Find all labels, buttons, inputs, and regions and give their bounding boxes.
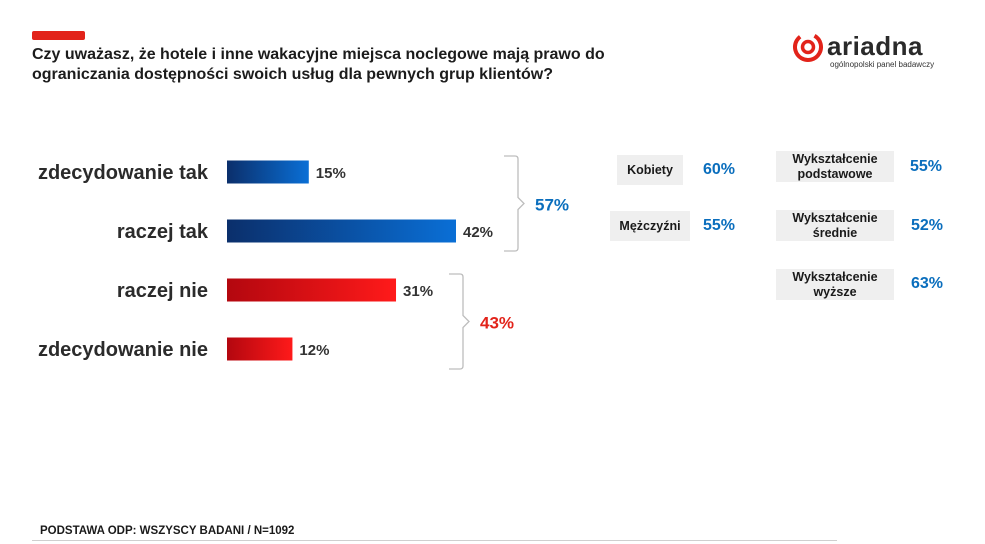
demo-box-kobiety: Kobiety: [617, 155, 683, 185]
chart-title: Czy uważasz, że hotele i inne wakacyjne …: [32, 46, 605, 83]
category-label: raczej tak: [117, 221, 209, 243]
bar: [227, 278, 397, 302]
value-label: 12%: [299, 342, 329, 359]
value-label: 15%: [316, 165, 346, 182]
category-label: zdecydowanie nie: [38, 339, 208, 361]
bar: [227, 337, 293, 361]
category-label: raczej nie: [117, 280, 208, 302]
group-sum-label: 43%: [480, 314, 514, 333]
demo-value-podstawowe: 55%: [910, 158, 943, 175]
group-bracket: [449, 273, 470, 370]
demo-label-srednie: Wykształcenie średnie: [792, 210, 878, 240]
demo-box-wyzsze: Wykształcenie wyższe: [776, 269, 894, 300]
ariadna-logo: ariadna ogólnopolski panel badawczy: [792, 29, 952, 75]
demo-label-kobiety: Kobiety: [627, 162, 673, 177]
demo-box-mezczyzni: Mężczyźni: [610, 211, 690, 241]
logo-mark-icon: [793, 32, 823, 62]
demo-label-wyzsze: Wykształcenie wyższe: [792, 269, 878, 299]
group-sum-label: 57%: [535, 196, 569, 215]
demo-box-podstawowe: Wykształcenie podstawowe: [776, 151, 894, 182]
bar: [227, 160, 309, 184]
demo-value-srednie: 52%: [911, 217, 944, 234]
value-label: 42%: [463, 224, 493, 241]
demo-label-mezczyzni: Mężczyźni: [619, 218, 681, 233]
demo-box-srednie: Wykształcenie średnie: [776, 210, 894, 241]
footer-divider: [32, 540, 837, 541]
logo-word: ariadna: [827, 31, 923, 61]
accent-bar: [32, 31, 85, 40]
demo-value-mezczyzni: 55%: [703, 217, 736, 234]
logo-tagline: ogólnopolski panel badawczy: [830, 60, 935, 69]
value-label: 31%: [403, 283, 433, 300]
demo-value-kobiety: 60%: [703, 161, 736, 178]
footer-base: PODSTAWA ODP: WSZYSCY BADANI / N=1092: [40, 525, 295, 537]
demo-label-podstawowe: Wykształcenie podstawowe: [792, 151, 878, 181]
bar: [227, 219, 456, 243]
group-bracket: [504, 155, 525, 252]
category-label: zdecydowanie tak: [38, 162, 209, 184]
bar-chart: zdecydowanie tak 15% raczej tak 42% raczej n…: [38, 155, 569, 370]
demo-value-wyzsze: 63%: [911, 275, 944, 292]
